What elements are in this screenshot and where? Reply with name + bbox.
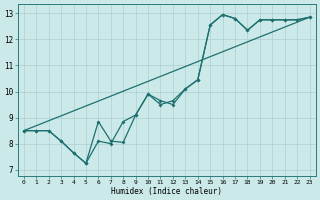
X-axis label: Humidex (Indice chaleur): Humidex (Indice chaleur): [111, 187, 222, 196]
